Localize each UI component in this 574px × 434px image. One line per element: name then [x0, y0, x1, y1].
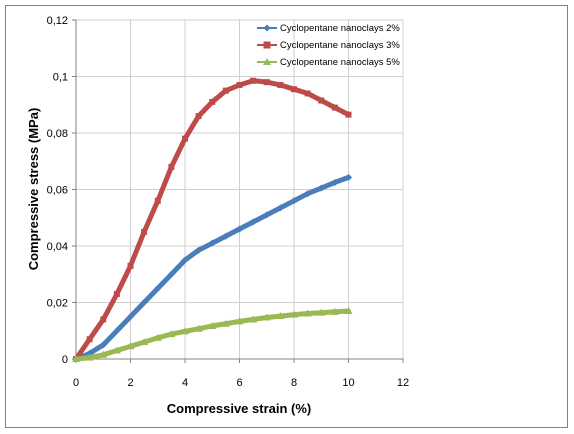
- data-point: [181, 256, 189, 264]
- data-point: [263, 211, 271, 219]
- data-point: [236, 81, 243, 88]
- data-point: [318, 97, 325, 104]
- data-point: [182, 135, 188, 142]
- data-point: [140, 338, 149, 346]
- data-point: [113, 327, 121, 335]
- data-point: [127, 262, 134, 269]
- data-point: [317, 184, 325, 192]
- data-point: [209, 98, 216, 105]
- legend-marker-square: [263, 41, 271, 49]
- data-point: [277, 81, 284, 88]
- series-layer: [72, 77, 353, 363]
- axes: [72, 19, 404, 363]
- series: [73, 77, 352, 362]
- grid: [76, 19, 404, 359]
- data-point: [276, 204, 284, 212]
- data-point: [100, 316, 107, 323]
- legend-item: Cyclopentane nanoclays 2%: [257, 23, 400, 34]
- y-axis-title: Compressive stress (MPa): [26, 108, 41, 271]
- data-point: [344, 306, 353, 314]
- data-point: [330, 307, 339, 315]
- data-point: [113, 291, 120, 298]
- data-point: [99, 350, 108, 358]
- x-tick-label: 4: [182, 377, 188, 389]
- data-point: [331, 178, 339, 186]
- data-point: [250, 77, 257, 84]
- data-point: [290, 197, 298, 205]
- data-point: [112, 346, 121, 354]
- data-point: [195, 246, 203, 254]
- x-tick-label: 2: [127, 377, 133, 389]
- data-point: [195, 113, 202, 120]
- data-point: [168, 163, 175, 170]
- data-point: [236, 225, 243, 233]
- legend: Cyclopentane nanoclays 2% Cyclopentane n…: [257, 23, 400, 68]
- x-tick-label: 8: [291, 377, 297, 389]
- chart-frame: [5, 5, 568, 428]
- data-point: [167, 270, 175, 278]
- data-point: [154, 284, 162, 292]
- data-point: [235, 317, 244, 325]
- x-axis-title: Compressive strain (%): [167, 401, 312, 416]
- data-point: [140, 299, 148, 306]
- data-point: [181, 327, 189, 335]
- x-tick-label: 10: [342, 377, 354, 389]
- legend-marker-diamond: [263, 24, 271, 32]
- data-point: [86, 336, 93, 343]
- y-tick-label: 0,08: [47, 128, 68, 140]
- data-point: [331, 104, 338, 111]
- data-point: [127, 313, 134, 321]
- x-tick-label: 12: [397, 377, 409, 389]
- data-point: [263, 79, 270, 86]
- legend-marker-triangle: [263, 58, 271, 65]
- y-tick-label: 0,02: [47, 298, 68, 310]
- legend-label: Cyclopentane nanoclays 3%: [280, 40, 400, 51]
- data-point: [304, 190, 312, 198]
- data-point: [222, 87, 229, 94]
- data-point: [72, 355, 80, 362]
- legend-label: Cyclopentane nanoclays 2%: [280, 23, 400, 34]
- tick-labels: 0 2 4 6 8 10 12 0 0,02 0,04 0,06 0,08 0,1 0,12: [47, 15, 410, 389]
- y-tick-label: 0,1: [53, 72, 68, 84]
- data-point: [208, 239, 216, 247]
- data-point: [222, 232, 230, 240]
- data-point: [141, 228, 148, 235]
- data-point: [208, 321, 217, 329]
- y-tick-label: 0,12: [47, 15, 68, 27]
- legend-label: Cyclopentane nanoclays 5%: [280, 57, 400, 68]
- series-line: [73, 78, 351, 362]
- data-point: [304, 90, 311, 97]
- data-point: [126, 342, 135, 350]
- y-tick-label: 0: [62, 354, 68, 366]
- data-point: [345, 111, 352, 118]
- x-tick-label: 6: [236, 377, 242, 389]
- data-point: [153, 333, 162, 341]
- data-point: [345, 173, 352, 181]
- data-point: [303, 309, 312, 317]
- data-point: [194, 324, 203, 332]
- y-tick-label: 0,04: [47, 241, 68, 253]
- legend-item: Cyclopentane nanoclays 3%: [257, 40, 400, 51]
- series: [72, 306, 353, 362]
- data-point: [291, 86, 297, 93]
- data-point: [249, 218, 257, 226]
- data-point: [154, 197, 161, 204]
- data-point: [167, 330, 176, 338]
- data-point: [262, 313, 271, 321]
- x-tick-label: 0: [73, 377, 79, 389]
- data-point: [317, 308, 326, 316]
- data-point: [290, 310, 298, 318]
- data-point: [85, 353, 94, 361]
- data-point: [249, 315, 258, 323]
- data-point: [221, 319, 230, 327]
- legend-item: Cyclopentane nanoclays 5%: [257, 57, 400, 68]
- data-point: [99, 341, 107, 349]
- series: [72, 173, 352, 363]
- data-point: [276, 312, 285, 320]
- y-tick-label: 0,06: [47, 185, 68, 197]
